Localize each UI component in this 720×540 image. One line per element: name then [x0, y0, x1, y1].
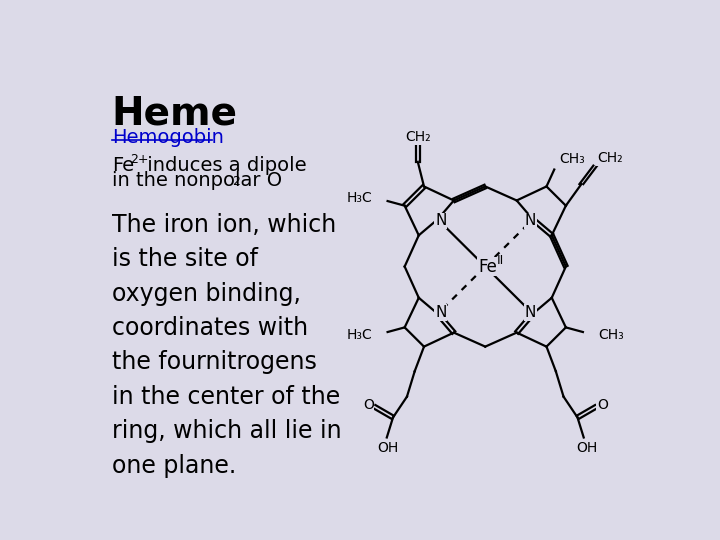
Text: O: O	[363, 398, 374, 412]
Text: induces a dipole: induces a dipole	[141, 156, 307, 174]
Text: Fe: Fe	[478, 258, 497, 275]
Text: Fe: Fe	[112, 156, 134, 174]
Text: CH₃: CH₃	[598, 328, 624, 342]
Text: H₃C: H₃C	[346, 328, 372, 342]
Text: CH₂: CH₂	[405, 130, 431, 144]
Text: O: O	[597, 398, 608, 412]
Text: N: N	[525, 305, 536, 320]
Text: II: II	[496, 254, 503, 267]
Text: 2: 2	[233, 175, 240, 188]
Text: H₃C: H₃C	[346, 191, 372, 205]
Text: Hemogobin: Hemogobin	[112, 128, 224, 147]
Text: N: N	[525, 213, 536, 228]
Text: The iron ion, which
is the site of
oxygen binding,
coordinates with
the fournitr: The iron ion, which is the site of oxyge…	[112, 213, 341, 478]
Text: CH₃: CH₃	[559, 152, 585, 166]
Text: N: N	[435, 305, 446, 320]
Text: OH: OH	[378, 441, 399, 455]
Text: 2+: 2+	[130, 153, 149, 166]
Text: in the nonpolar O: in the nonpolar O	[112, 171, 282, 190]
Text: CH₂: CH₂	[597, 151, 623, 165]
Text: N: N	[435, 213, 446, 228]
Text: OH: OH	[576, 441, 598, 455]
Text: Heme: Heme	[112, 94, 238, 132]
